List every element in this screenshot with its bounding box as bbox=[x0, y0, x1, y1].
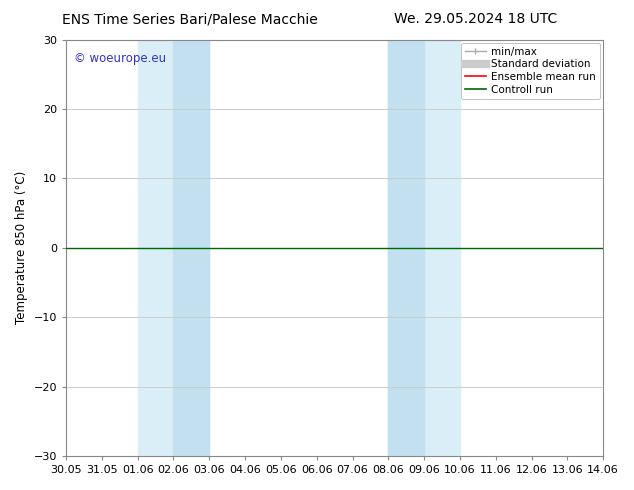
Text: © woeurope.eu: © woeurope.eu bbox=[74, 52, 166, 65]
Bar bbox=[388, 40, 424, 456]
Bar bbox=[138, 40, 209, 456]
Bar bbox=[174, 40, 209, 456]
Bar bbox=[388, 40, 460, 456]
Text: We. 29.05.2024 18 UTC: We. 29.05.2024 18 UTC bbox=[394, 12, 557, 26]
Text: ENS Time Series Bari/Palese Macchie: ENS Time Series Bari/Palese Macchie bbox=[62, 12, 318, 26]
Legend: min/max, Standard deviation, Ensemble mean run, Controll run: min/max, Standard deviation, Ensemble me… bbox=[461, 43, 600, 99]
Y-axis label: Temperature 850 hPa (°C): Temperature 850 hPa (°C) bbox=[15, 171, 28, 324]
